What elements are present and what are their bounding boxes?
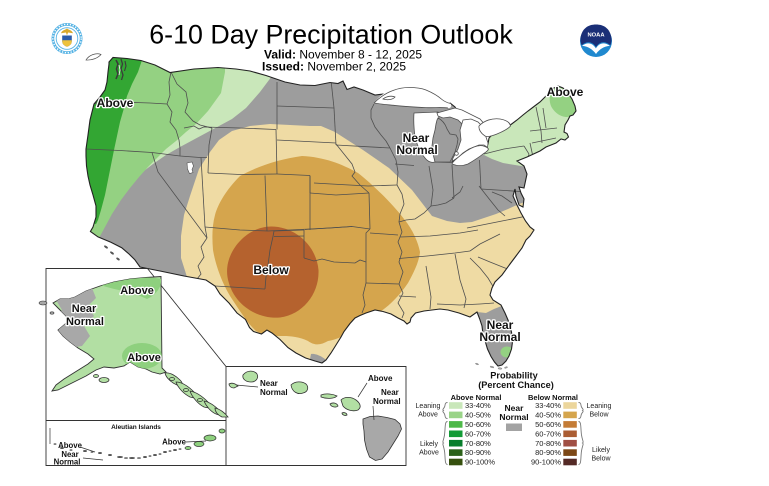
- svg-text:60-70%: 60-70%: [535, 429, 561, 438]
- svg-text:Near: Near: [505, 403, 525, 413]
- svg-text:Leaning: Leaning: [587, 403, 612, 410]
- svg-text:Normal: Normal: [54, 458, 81, 467]
- svg-text:Normal: Normal: [479, 330, 520, 344]
- svg-text:Above: Above: [547, 85, 584, 99]
- svg-text:Likely: Likely: [592, 447, 610, 454]
- svg-text:Below: Below: [591, 456, 611, 463]
- svg-text:Near: Near: [381, 388, 399, 397]
- svg-text:Above: Above: [368, 374, 393, 383]
- svg-text:(Percent Chance): (Percent Chance): [478, 380, 554, 390]
- svg-text:50-60%: 50-60%: [465, 420, 491, 429]
- svg-text:90-100%: 90-100%: [531, 458, 561, 467]
- svg-text:Aleutian Islands: Aleutian Islands: [111, 424, 161, 431]
- svg-text:Above: Above: [419, 450, 439, 457]
- svg-text:Valid: November 8 - 12, 2025: Valid: November 8 - 12, 2025: [264, 48, 422, 62]
- svg-text:70-80%: 70-80%: [535, 439, 561, 448]
- svg-text:Above Normal: Above Normal: [451, 393, 502, 402]
- svg-text:33-40%: 33-40%: [535, 401, 561, 410]
- svg-text:Probability: Probability: [490, 371, 538, 381]
- svg-text:Below Normal: Below Normal: [528, 393, 578, 402]
- svg-text:40-50%: 40-50%: [535, 411, 561, 420]
- svg-text:6-10 Day Precipitation Outlook: 6-10 Day Precipitation Outlook: [149, 20, 513, 50]
- svg-text:40-50%: 40-50%: [465, 411, 491, 420]
- svg-text:Issued: November 2, 2025: Issued: November 2, 2025: [262, 60, 406, 74]
- svg-text:Likely: Likely: [420, 441, 438, 448]
- svg-text:Above: Above: [418, 412, 438, 419]
- svg-text:Near: Near: [260, 379, 278, 388]
- svg-text:Near: Near: [61, 450, 78, 459]
- svg-text:Normal: Normal: [396, 143, 437, 157]
- svg-text:Below: Below: [253, 263, 289, 277]
- svg-text:Near: Near: [403, 131, 430, 145]
- svg-text:Below: Below: [589, 412, 609, 419]
- svg-text:Near: Near: [72, 303, 97, 315]
- svg-text:Normal: Normal: [499, 412, 528, 422]
- svg-text:90-100%: 90-100%: [465, 458, 495, 467]
- svg-text:Above: Above: [97, 96, 134, 110]
- svg-text:Normal: Normal: [260, 388, 288, 397]
- svg-text:50-60%: 50-60%: [535, 420, 561, 429]
- svg-text:Near: Near: [487, 318, 514, 332]
- svg-text:Normal: Normal: [373, 397, 401, 406]
- svg-text:Normal: Normal: [66, 316, 104, 328]
- svg-text:Above: Above: [127, 352, 161, 364]
- svg-text:NOAA: NOAA: [587, 33, 605, 39]
- svg-text:70-80%: 70-80%: [465, 439, 491, 448]
- svg-text:60-70%: 60-70%: [465, 429, 491, 438]
- svg-text:80-90%: 80-90%: [535, 448, 561, 457]
- svg-text:Above: Above: [120, 285, 154, 297]
- svg-text:Above: Above: [162, 438, 186, 447]
- svg-text:Leaning: Leaning: [416, 403, 441, 410]
- svg-text:80-90%: 80-90%: [465, 448, 491, 457]
- svg-text:Above: Above: [58, 441, 82, 450]
- svg-text:33-40%: 33-40%: [465, 401, 491, 410]
